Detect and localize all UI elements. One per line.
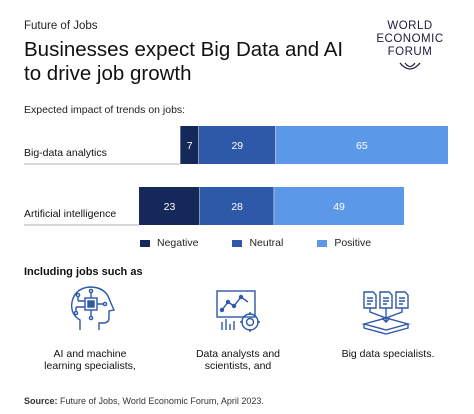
source-label: Source: — [24, 396, 58, 406]
caption-line: AI and machine — [53, 348, 127, 360]
kicker: Future of Jobs — [24, 20, 98, 32]
legend-item-negative: Negative — [140, 237, 198, 249]
bar-value-label: 7 — [187, 140, 193, 152]
caption-data-analysts: Data analysts and scientists, and — [168, 348, 308, 372]
bar-value-label: 29 — [231, 140, 243, 152]
caption-ai-specialists: AI and machine learning specialists, — [20, 348, 160, 372]
caption-big-data-specialists: Big data specialists. — [318, 348, 458, 360]
bar-value-label: 23 — [164, 201, 176, 213]
stacked-bar-chart: 7 29 65 23 28 49 — [24, 126, 448, 226]
bar-value-label: 65 — [356, 140, 368, 152]
ai-head-icon — [70, 286, 115, 330]
caption-line: scientists, and — [204, 360, 272, 372]
source-text: Future of Jobs, World Economic Forum, Ap… — [57, 396, 264, 406]
source-note: Source: Future of Jobs, World Economic F… — [24, 396, 264, 406]
logo-line-1: WORLD — [387, 20, 433, 32]
big-data-icon — [361, 291, 411, 335]
legend: Negative Neutral Positive — [140, 236, 405, 250]
jobs-heading: Including jobs such as — [24, 266, 143, 278]
bar-segment-negative — [139, 187, 200, 225]
row-label-big-data: Big-data analytics — [24, 147, 107, 159]
legend-label-negative: Negative — [157, 237, 199, 249]
caption-line: Big data specialists. — [341, 348, 435, 360]
bar-segment-neutral — [199, 187, 275, 225]
wef-logo: WORLD ECONOMIC FORUM — [362, 20, 458, 78]
page-title: Businesses expect Big Data and AI to dri… — [24, 38, 344, 85]
chart-subtitle: Expected impact of trends on jobs: — [24, 104, 186, 116]
bar-segment-negative — [180, 126, 199, 164]
bar-segment-positive — [274, 187, 404, 225]
legend-label-positive: Positive — [334, 237, 372, 249]
legend-item-positive: Positive — [317, 237, 371, 249]
row-label-ai: Artificial intelligence — [24, 208, 117, 220]
bar-value-label: 28 — [231, 201, 243, 213]
bar-segment-neutral — [198, 126, 276, 164]
globe-icon — [399, 62, 421, 70]
bar-value-label: 49 — [333, 201, 345, 213]
logo-line-3: FORUM — [387, 46, 433, 58]
legend-label-neutral: Neutral — [249, 237, 284, 249]
caption-line: learning specialists, — [44, 360, 136, 372]
legend-swatch-neutral — [232, 239, 243, 247]
legend-swatch-positive — [317, 239, 328, 247]
caption-line: Data analysts and — [195, 348, 281, 360]
legend-swatch-negative — [140, 239, 150, 247]
data-analysis-icon — [216, 290, 260, 332]
logo-line-2: ECONOMIC — [376, 33, 444, 45]
legend-item-neutral: Neutral — [232, 237, 283, 249]
bar-segment-positive — [275, 126, 448, 164]
